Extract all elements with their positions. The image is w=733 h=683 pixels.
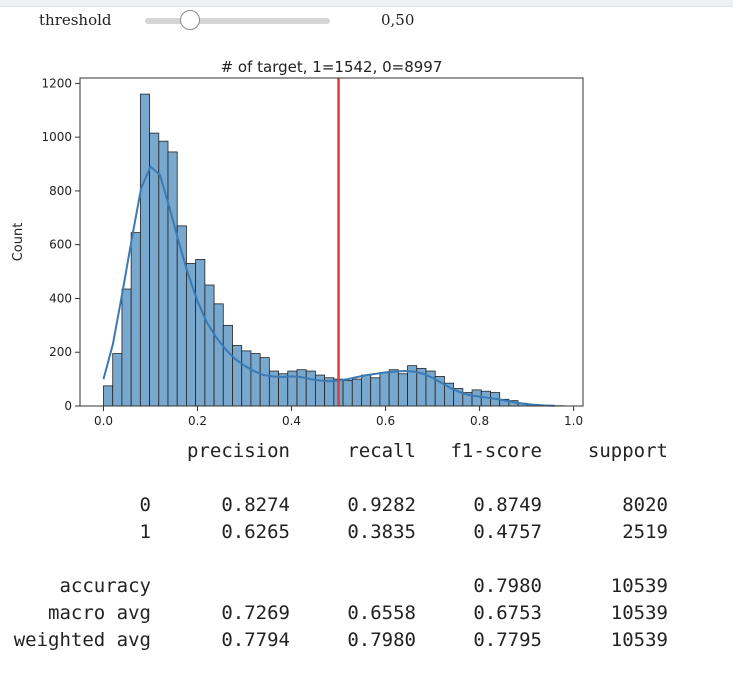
plot-frame (79, 77, 584, 407)
report-header: precision (187, 440, 290, 462)
report-cell: 0.6265 (221, 521, 290, 543)
histogram-chart: 0 200 400 600 800 1000 1200 0.0 0.2 0.4 0.6 0.8 1.0… (11, 58, 584, 428)
y-tick-label: 200 (49, 345, 72, 359)
y-tick-label: 0 (64, 399, 72, 413)
histogram-bar (351, 378, 362, 407)
y-tick-label: 1200 (41, 76, 72, 90)
x-tick-label: 0.4 (282, 414, 301, 428)
histogram-bar (241, 350, 252, 407)
histogram-bar (204, 284, 215, 407)
report-row-label: weighted avg (13, 629, 151, 651)
x-tick-label: 0.6 (376, 414, 395, 428)
histogram-bar (370, 377, 381, 407)
histogram-bar (471, 389, 482, 407)
report-cell: 0.7794 (221, 629, 290, 651)
histogram-bar (112, 353, 123, 407)
report-cell: 10539 (610, 629, 668, 651)
report-cell: 0.7980 (473, 575, 542, 597)
histogram-bar (397, 373, 408, 407)
report-row-label: 0 (139, 494, 151, 516)
histogram-bar (278, 373, 289, 407)
report-cell: 0.8749 (473, 494, 542, 516)
x-tick-label: 1.0 (564, 414, 583, 428)
report-cell: 0.3835 (347, 521, 416, 543)
histogram-bar (388, 369, 399, 407)
slider-value: 0,50 (381, 11, 415, 29)
x-tick-label: 0.0 (94, 414, 113, 428)
histogram-bar (379, 371, 390, 407)
histogram-bar (305, 370, 316, 407)
report-cell: 0.6558 (347, 602, 416, 624)
histogram-bar (139, 93, 150, 407)
report-cell: 0.6753 (473, 602, 542, 624)
kde-curve (102, 165, 555, 407)
histogram-bar (103, 385, 114, 407)
slider-label: threshold (39, 11, 112, 29)
threshold-slider[interactable] (145, 10, 330, 30)
report-cell: 10539 (610, 575, 668, 597)
histogram-bar (158, 140, 169, 407)
threshold-slider-widget: threshold 0,50 (0, 6, 733, 36)
report-cell: 2519 (622, 521, 668, 543)
histogram-bar (195, 259, 206, 407)
histogram-bar (222, 324, 233, 407)
report-header: support (587, 440, 668, 462)
report-cell: 0.9282 (347, 494, 416, 516)
slider-handle[interactable] (180, 10, 201, 30)
histogram-bar (149, 132, 160, 407)
histogram-bar (130, 232, 141, 407)
y-tick-label: 800 (49, 184, 72, 198)
report-cell: 0.4757 (473, 521, 542, 543)
report-cell: 10539 (610, 602, 668, 624)
report-cell: 0.8274 (221, 494, 290, 516)
x-tick-label: 0.8 (470, 414, 489, 428)
histogram-bar (361, 374, 372, 407)
histogram-bar (259, 357, 270, 407)
chart-title: # of target, 1=1542, 0=8997 (221, 58, 443, 76)
report-row-label: 1 (139, 521, 151, 543)
histogram-bar (250, 353, 261, 407)
report-row-label: macro avg (48, 602, 151, 624)
report-header: recall (347, 440, 416, 462)
histogram-bar (121, 288, 132, 407)
top-toolbar (0, 0, 733, 7)
x-tick-label: 0.2 (188, 414, 207, 428)
report-row-label: accuracy (59, 575, 151, 597)
report-cell: 0.7269 (221, 602, 290, 624)
y-tick-label: 1000 (41, 130, 72, 144)
histogram-bar (167, 151, 178, 407)
report-cell: 8020 (622, 494, 668, 516)
classification-report: precision recall f1-score support 0 0.8274 0.9… (0, 440, 733, 670)
histogram-bar (342, 380, 353, 407)
report-cell: 0.7980 (347, 629, 416, 651)
histogram-bar (232, 345, 243, 407)
y-tick-label: 600 (49, 238, 72, 252)
y-axis-label: Count (11, 223, 26, 262)
report-cell: 0.7795 (473, 629, 542, 651)
histogram-bar (296, 369, 307, 407)
histogram-bar (213, 303, 224, 407)
y-tick-label: 400 (49, 291, 72, 305)
report-header: f1-score (450, 440, 542, 462)
